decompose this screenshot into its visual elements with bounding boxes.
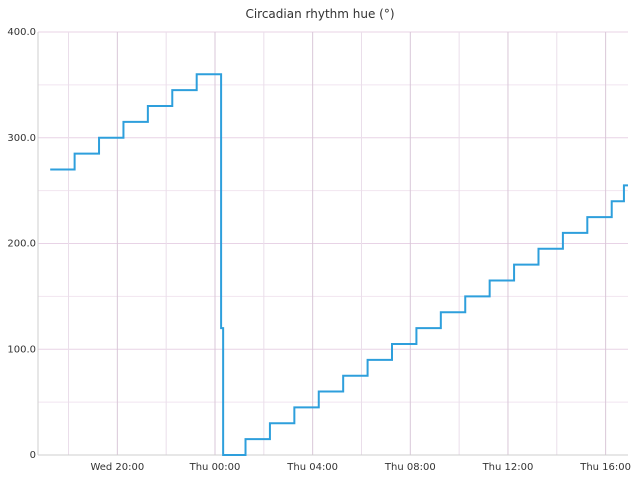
chart-title: Circadian rhythm hue (°) bbox=[245, 7, 394, 21]
series-group bbox=[50, 73, 628, 456]
y-tick-label: 200.0 bbox=[7, 239, 36, 250]
y-tick-label: 0 bbox=[30, 450, 36, 461]
x-tick-label: Thu 12:00 bbox=[482, 462, 534, 473]
grid bbox=[38, 31, 628, 456]
axes bbox=[37, 32, 628, 456]
tick-labels: 0 100.0 200.0 300.0 400.0 Wed 20:00 Thu 00:00 T… bbox=[7, 27, 631, 473]
y-tick-label: 300.0 bbox=[7, 133, 36, 144]
series-line bbox=[50, 73, 628, 456]
x-tick-label: Thu 08:00 bbox=[384, 462, 436, 473]
x-tick-label: Wed 20:00 bbox=[90, 462, 144, 473]
x-tick-label: Thu 04:00 bbox=[286, 462, 338, 473]
x-tick-label: Thu 16:00 bbox=[579, 462, 631, 473]
x-tick-label: Thu 00:00 bbox=[189, 462, 241, 473]
y-tick-label: 100.0 bbox=[7, 344, 36, 355]
y-tick-label: 400.0 bbox=[7, 27, 36, 38]
